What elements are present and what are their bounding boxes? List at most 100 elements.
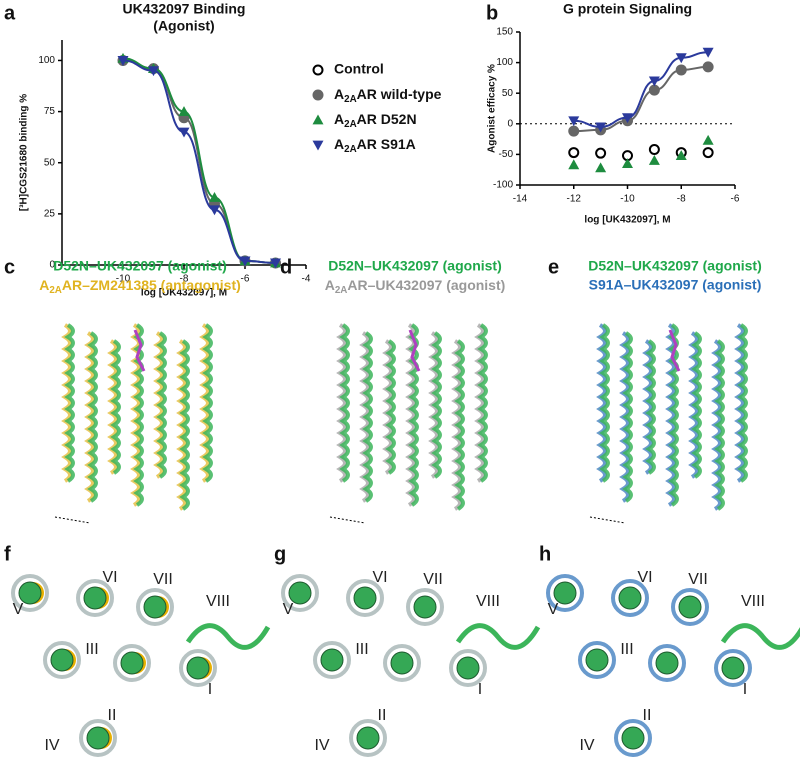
data-point (239, 256, 251, 267)
helix-label: VIII (206, 593, 230, 610)
helix-label: V (548, 601, 559, 618)
y-tick-label: -100 (493, 180, 513, 191)
caption: A2AAR–ZM241385 (antagonist) (39, 277, 241, 296)
panel-label: f (4, 543, 11, 565)
helix-ring (346, 579, 384, 617)
legend-marker (312, 140, 324, 151)
helix-label: IV (314, 737, 329, 754)
data-point (702, 61, 714, 73)
helix-ring (313, 641, 351, 679)
helix-label: VI (102, 569, 117, 586)
helix-core (553, 581, 577, 605)
data-point (209, 192, 220, 202)
helix-label: I (743, 681, 747, 698)
y-tick-label: 75 (44, 106, 56, 117)
data-point (178, 127, 190, 138)
helix-ring (281, 574, 319, 612)
data-point (595, 122, 607, 133)
y-axis-label: Agonist efficacy % (487, 64, 498, 153)
helix (691, 331, 702, 479)
helix-ring (714, 649, 752, 687)
legend-marker (312, 64, 324, 76)
caption: D52N–UK432097 (agonist) (328, 258, 502, 274)
helix-core (353, 586, 377, 610)
helix-label: V (283, 601, 294, 618)
x-tick-label: -6 (241, 274, 250, 285)
loop (54, 516, 91, 524)
helix (668, 323, 679, 507)
data-point (178, 106, 190, 116)
helix (622, 331, 633, 503)
x-axis-label: log [UK432097], M (141, 288, 227, 299)
helix-ring (11, 574, 49, 612)
data-point (702, 134, 714, 145)
helix-ring (76, 579, 114, 617)
helix-ring (43, 641, 81, 679)
panel-label: c (4, 256, 15, 278)
helix-ring (546, 574, 584, 612)
helix-core (120, 651, 144, 675)
y-tick-label: 50 (44, 157, 56, 168)
loop (589, 516, 626, 524)
helix (156, 331, 167, 479)
helix (431, 331, 442, 479)
panel-label: h (539, 543, 551, 565)
legend-label: A2AAR D52N (334, 111, 417, 130)
helix-core (413, 595, 437, 619)
caption: D52N–UK432097 (agonist) (53, 258, 227, 274)
legend-marker (312, 89, 324, 101)
helix-label: II (378, 707, 387, 724)
data-point (270, 258, 281, 269)
data-point (648, 144, 660, 156)
data-point (568, 125, 580, 137)
helix (454, 339, 465, 511)
helix-label: V (13, 601, 24, 618)
panel-label: d (280, 256, 292, 278)
helix (339, 323, 350, 483)
helix (714, 339, 725, 511)
helix (382, 339, 393, 475)
x-tick-label: -14 (513, 194, 528, 205)
legend-marker (312, 114, 324, 125)
helix-label: VII (423, 571, 443, 588)
helix-ring (449, 649, 487, 687)
x-tick-label: -8 (677, 194, 686, 205)
data-point (622, 158, 633, 168)
helix-core (678, 595, 702, 619)
data-point (568, 147, 580, 159)
data-point (117, 56, 129, 66)
helix-ring (113, 644, 151, 682)
y-tick-label: 100 (38, 55, 55, 66)
helix-ring (383, 644, 421, 682)
helix-label: VIII (476, 593, 500, 610)
caption: D52N–UK432097 (agonist) (588, 258, 762, 274)
helix-ribbon (720, 623, 800, 650)
helix-ring (179, 649, 217, 687)
helix-core (585, 648, 609, 672)
helix-core (18, 581, 42, 605)
helix (133, 323, 144, 507)
helix (477, 323, 488, 483)
helix-label: VI (637, 569, 652, 586)
x-axis-label: log [UK432097], M (584, 215, 670, 226)
helix-ribbon (455, 623, 541, 650)
protein-structure (54, 323, 213, 524)
helix-label: VIII (741, 593, 765, 610)
data-point (595, 162, 607, 173)
helix-core (288, 581, 312, 605)
x-tick-label: -10 (116, 274, 131, 285)
helix-label: VI (372, 569, 387, 586)
data-point (648, 84, 660, 96)
helix-core (655, 651, 679, 675)
helix (408, 323, 419, 507)
helix-core (456, 656, 480, 680)
data-point (648, 155, 660, 165)
helix (179, 339, 190, 511)
y-tick-label: 100 (496, 57, 513, 68)
data-point (595, 147, 607, 159)
legend-label: A2AAR S91A (334, 136, 416, 155)
caption: A2AAR–UK432097 (agonist) (325, 277, 506, 296)
data-point (675, 64, 687, 76)
helix-core (86, 726, 110, 750)
helix-label: III (355, 641, 368, 658)
